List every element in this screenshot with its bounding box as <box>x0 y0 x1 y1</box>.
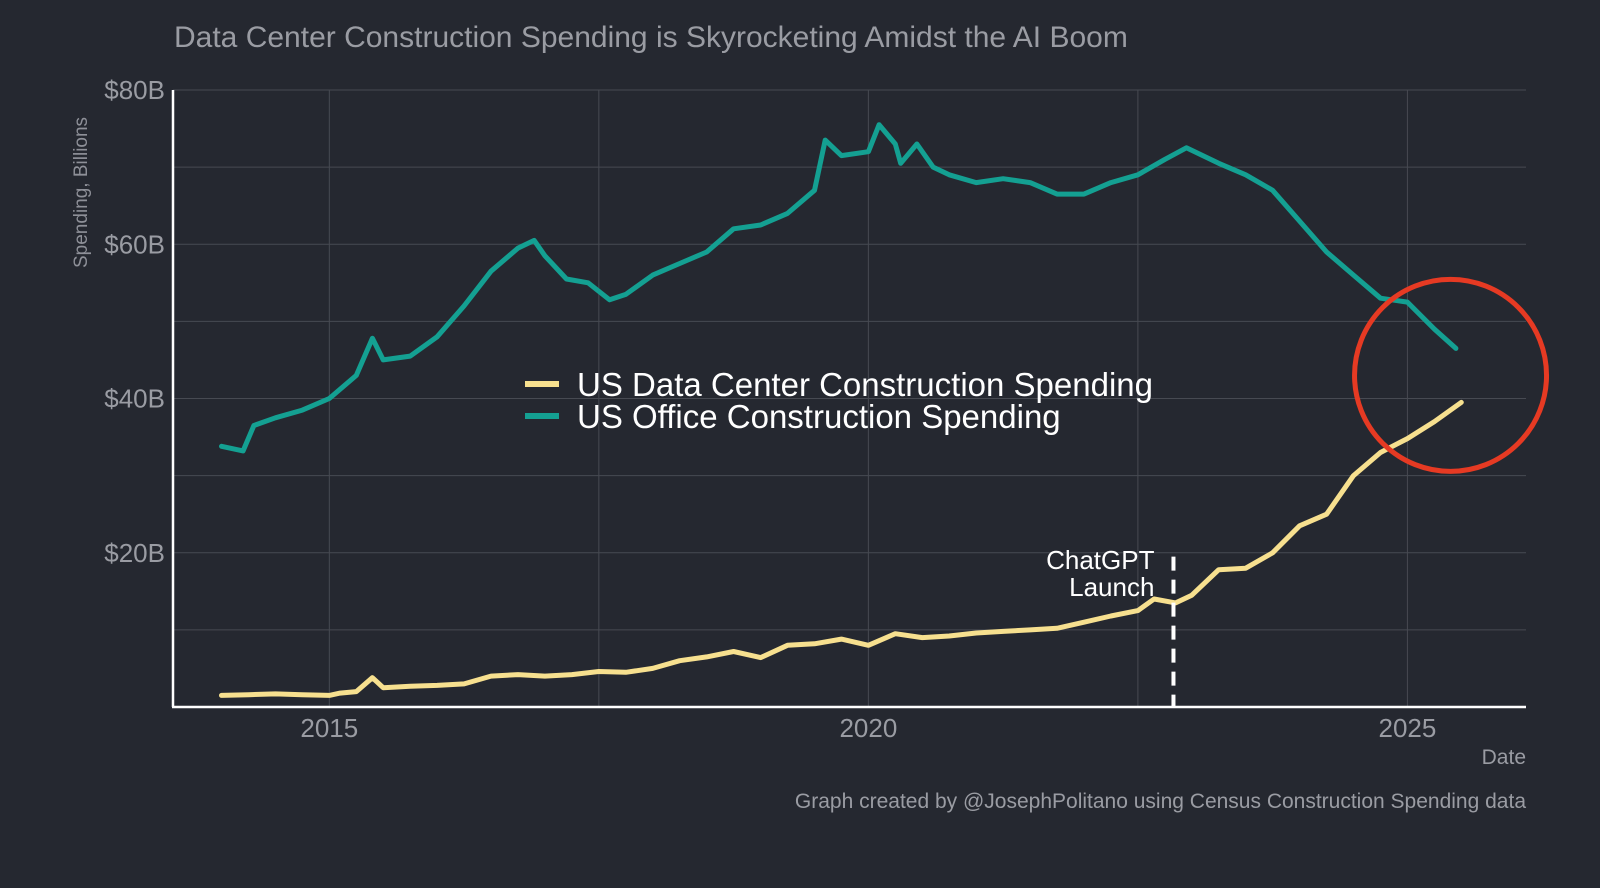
y-tick-label: $80B <box>104 75 165 105</box>
highlight-circle <box>1352 276 1550 474</box>
chart-title: Data Center Construction Spending is Sky… <box>174 21 1128 54</box>
y-tick-label: $40B <box>104 384 165 414</box>
annotation-label-line1: ChatGPT <box>1046 545 1154 575</box>
series-line-data-center <box>219 399 1464 698</box>
grid <box>173 89 1526 707</box>
series-line-office <box>219 122 1459 454</box>
x-tick-label: 2015 <box>300 713 358 743</box>
axes <box>171 90 1526 709</box>
x-axis-label: Date <box>1482 746 1526 769</box>
x-tick-label: 2025 <box>1378 713 1436 743</box>
legend-label-data-center: US Data Center Construction Spending <box>577 366 1153 403</box>
annotation-label-line2: Launch <box>1069 572 1154 602</box>
y-axis-label: Spending, Billions <box>71 117 92 268</box>
x-tick-label: 2020 <box>839 713 897 743</box>
y-tick-label: $60B <box>104 229 165 259</box>
y-tick-label: $20B <box>104 538 165 568</box>
legend-label-office: US Office Construction Spending <box>577 398 1061 435</box>
source-caption: Graph created by @JosephPolitano using C… <box>795 790 1526 813</box>
series-lines <box>219 122 1464 698</box>
legend: US Data Center Construction Spending US … <box>525 366 1153 435</box>
tick-labels: $20B $40B $60B $80B 2015 2020 2025 <box>104 75 1436 743</box>
